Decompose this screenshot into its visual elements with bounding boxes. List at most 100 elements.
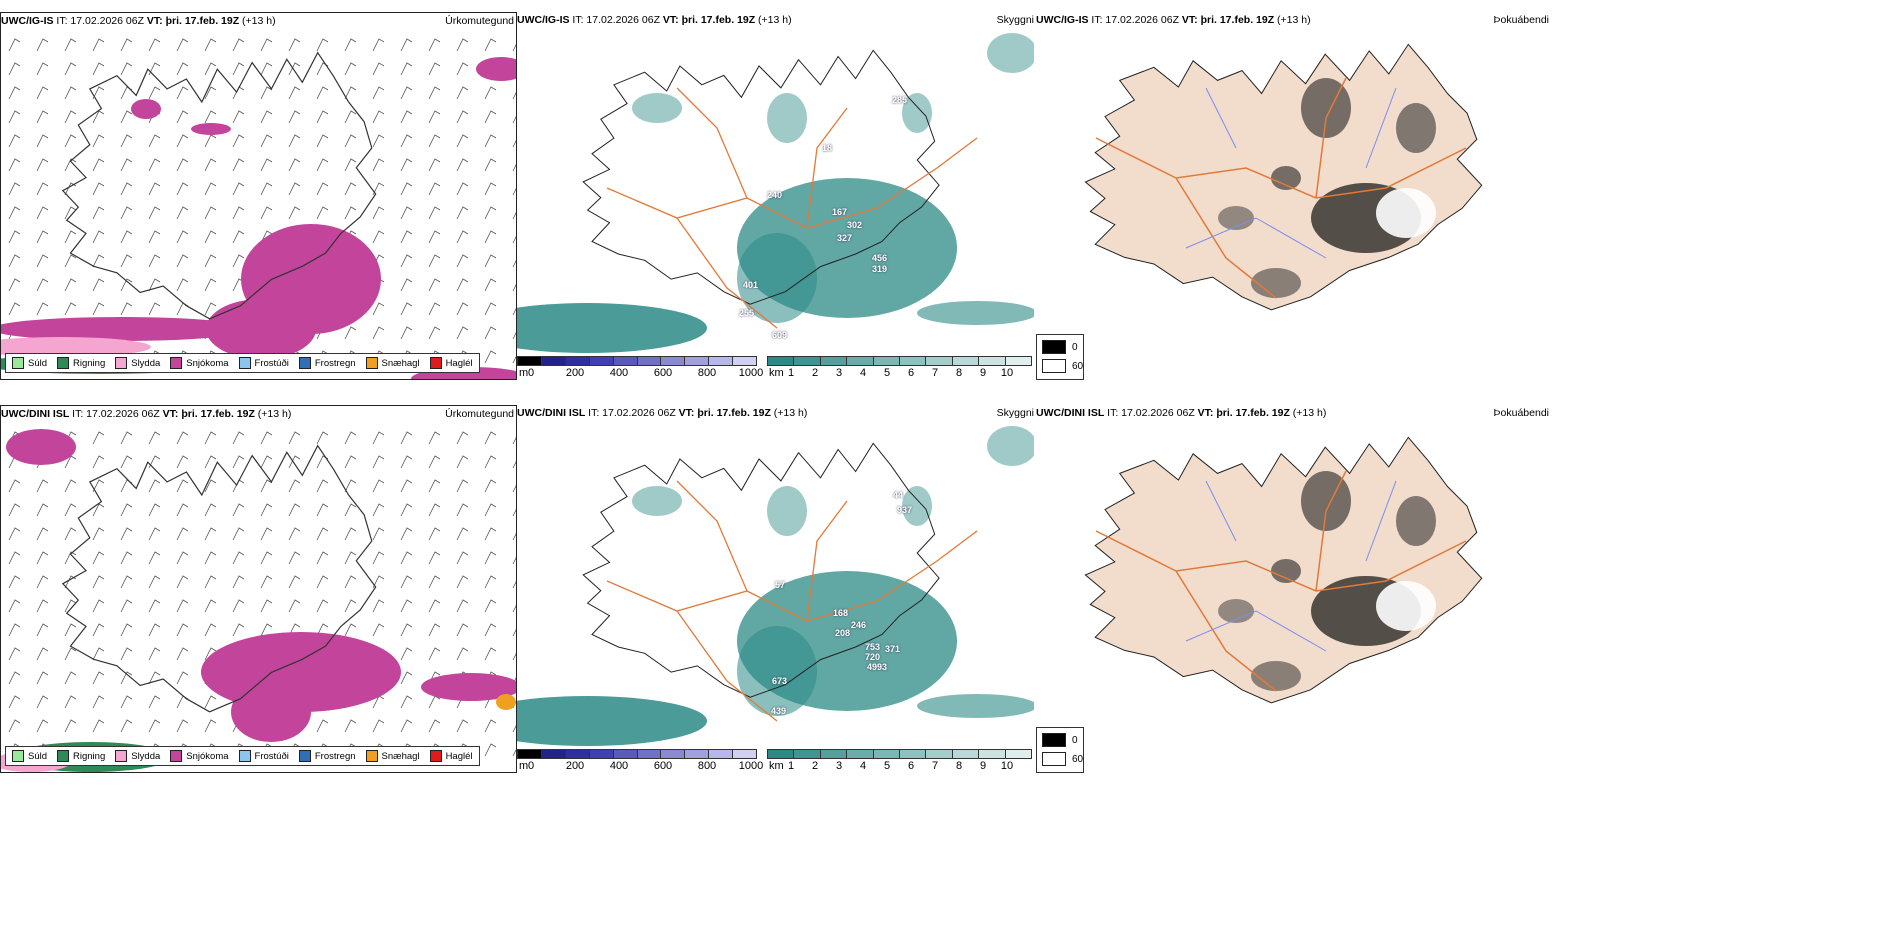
vis-value-label: 319 (872, 264, 888, 274)
valid-label: VT: (662, 14, 679, 26)
vis-value-label: 240 (767, 190, 783, 200)
visibility-map (517, 33, 1034, 353)
legend-swatch (238, 750, 251, 762)
panel-title: Úrkomutegund (445, 15, 514, 27)
vis-value-label: 401 (743, 280, 759, 290)
vis-value-label: 168 (833, 608, 849, 618)
colorbar-tick: 800 (697, 367, 717, 379)
panel-title: Skyggni (996, 407, 1034, 419)
legend-swatch (298, 750, 311, 762)
ptype-map-area (1, 29, 516, 379)
legend-label: Slydda (131, 750, 161, 762)
fog-legend-bottom: 60 (1072, 360, 1084, 372)
legend-item: Haglél (429, 357, 473, 369)
legend-label: Súld (28, 750, 48, 762)
legend-swatch (365, 750, 378, 762)
valid-label: VT: (1197, 407, 1214, 419)
vis-value-label: 302 (847, 220, 863, 230)
colorbar-tick: 200 (565, 367, 585, 379)
legend-label: Haglél (445, 750, 473, 762)
colorbar-tick: 2 (811, 367, 819, 379)
legend-swatch (57, 357, 70, 369)
colorbar-unit: m (519, 760, 529, 772)
colorbar-tick: 400 (609, 760, 629, 772)
legend-item: Súld (12, 357, 47, 369)
valid-label: VT: (162, 408, 179, 420)
lead-time: (+13 h) (758, 14, 792, 26)
vis-value-label: 439 (771, 706, 787, 716)
legend-label: Slydda (131, 357, 161, 369)
fog-map (1084, 43, 1483, 311)
colorbar-tick: 600 (653, 760, 673, 772)
legend-item: Súld (12, 750, 47, 762)
legend-item: Slydda (115, 357, 160, 369)
lead-time: (+13 h) (1292, 407, 1327, 419)
colorbar-m-bar (517, 356, 757, 366)
panel-title: Þokuábendi (1493, 14, 1549, 26)
vis-value-label: 167 (832, 207, 848, 217)
colorbar-tick: 5 (883, 367, 891, 379)
vis-colorbar-m: m 0 200 400 600 800 1000 (517, 749, 763, 773)
fog-panel: UWC/IG-IS IT: 17.02.2026 06Z VT: þri. 17… (1036, 12, 1551, 380)
vis-value-label: 937 (897, 505, 913, 515)
legend-item: Frostúði (238, 750, 289, 762)
legend-item: Snæhagl (365, 750, 420, 762)
issue-time: IT: 17.02.2026 06Z (572, 14, 660, 26)
valid-label: VT: (1181, 14, 1198, 26)
legend-item: Frostregn (298, 357, 356, 369)
lead-time: (+13 h) (242, 15, 276, 27)
legend-item: Haglél (429, 750, 473, 762)
legend-label: Frostúði (254, 750, 289, 762)
fog-swatch-black (1042, 733, 1066, 747)
vis-value-label: 208 (835, 628, 851, 638)
panel-title: Úrkomutegund (445, 408, 514, 420)
legend-label: Frostregn (314, 357, 356, 369)
valid-time: þri. 17.feb. 19Z (165, 15, 240, 27)
issue-time: IT: 17.02.2026 06Z (588, 407, 676, 419)
legend-swatch (12, 357, 24, 369)
model-name: UWC/IG-IS (1, 15, 54, 27)
fog-legend-top: 0 (1072, 734, 1078, 746)
fog-swatch-black (1042, 340, 1066, 354)
colorbar-tick: 3 (835, 760, 843, 772)
vis-value-label: 18 (822, 143, 833, 153)
panel-header: UWC/DINI ISL IT: 17.02.2026 06Z VT: þri.… (517, 405, 1036, 421)
legend-swatch (298, 357, 311, 369)
vis-value-label: 4993 (867, 662, 888, 672)
vis-value-label: 673 (772, 676, 788, 686)
ptype-map (1, 429, 516, 772)
ptype-panel: UWC/IG-IS IT: 17.02.2026 06Z VT: þri. 17… (0, 12, 517, 380)
legend-swatch (12, 750, 24, 762)
vis-value-label: 720 (865, 652, 881, 662)
issue-time: IT: 17.02.2026 06Z (56, 15, 144, 27)
vis-colorbar-km: km 1 2 3 4 5 6 7 8 9 10 (767, 356, 1032, 380)
colorbar-tick: 4 (859, 760, 867, 772)
legend-label: Snjókoma (186, 357, 229, 369)
legend-item: Snjókoma (170, 357, 229, 369)
vis-colorbar-km: km 1 2 3 4 5 6 7 8 9 10 (767, 749, 1032, 773)
lead-time: (+13 h) (257, 408, 292, 420)
colorbar-tick: 9 (979, 760, 987, 772)
issue-time: IT: 17.02.2026 06Z (72, 408, 160, 420)
legend-label: Frostregn (314, 750, 356, 762)
colorbar-tick: 3 (835, 367, 843, 379)
legend-label: Rigning (73, 357, 106, 369)
legend-label: Frostúði (254, 357, 289, 369)
colorbar-tick: 6 (907, 367, 915, 379)
colorbar-tick: 4 (859, 367, 867, 379)
panel-header: UWC/IG-IS IT: 17.02.2026 06Z VT: þri. 17… (517, 12, 1036, 28)
legend-label: Haglél (445, 357, 473, 369)
legend-item: Slydda (115, 750, 160, 762)
fog-panel: UWC/DINI ISL IT: 17.02.2026 06Z VT: þri.… (1036, 405, 1551, 773)
valid-time: þri. 17.feb. 19Z (181, 408, 255, 420)
vis-value-label: 57 (775, 580, 786, 590)
visibility-panel: UWC/DINI ISL IT: 17.02.2026 06Z VT: þri.… (517, 405, 1036, 773)
vis-value-label: 456 (872, 253, 888, 263)
fog-map (1084, 436, 1483, 704)
panel-header: UWC/DINI ISL IT: 17.02.2026 06Z VT: þri.… (1, 406, 516, 422)
valid-time: þri. 17.feb. 19Z (1200, 14, 1275, 26)
panel-header: UWC/DINI ISL IT: 17.02.2026 06Z VT: þri.… (1036, 405, 1551, 421)
legend-swatch (57, 750, 70, 762)
model-name: UWC/IG-IS (1036, 14, 1089, 26)
visibility-map-area (517, 28, 1036, 356)
